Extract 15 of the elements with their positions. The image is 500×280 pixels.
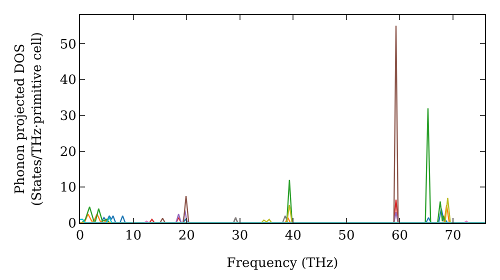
y-tick-label: 50 (60, 37, 76, 52)
x-tick-label: 30 (232, 228, 248, 244)
x-tick-label: 50 (338, 228, 355, 244)
y-axis-title: Phonon projected DOS (States/THz·primitive cell) (12, 32, 45, 206)
x-tick-label: 20 (178, 228, 195, 244)
x-tick-label: 70 (444, 228, 462, 244)
x-tick-label: 60 (391, 228, 408, 244)
y-tick-label: 30 (60, 108, 76, 124)
y-tick-label: 10 (60, 180, 76, 196)
y-tick-label: 0 (68, 216, 76, 232)
x-tick-label: 10 (125, 228, 142, 244)
x-axis-title: Frequency (THz) (226, 256, 338, 272)
y-tick-label: 40 (60, 73, 76, 88)
x-tick-label: 40 (284, 228, 302, 244)
y-tick-label: 20 (60, 144, 76, 160)
